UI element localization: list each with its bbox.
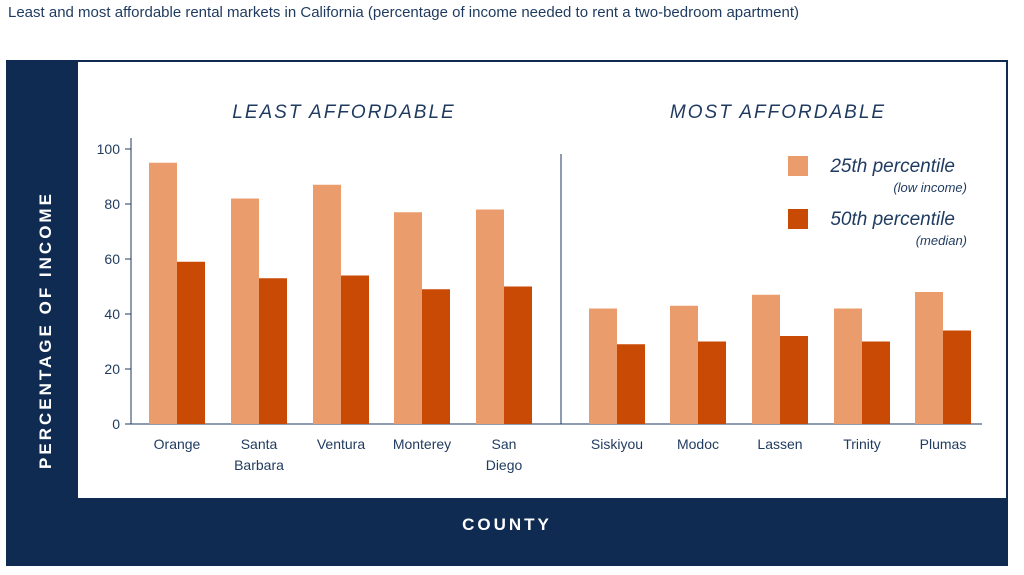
panel-title: MOST AFFORDABLE [670,102,886,123]
y-tick-label: 20 [104,361,120,377]
legend-swatch [788,156,808,176]
bar-p25 [915,292,943,424]
y-tick-label: 40 [104,306,120,322]
legend-label: 25th percentile [829,156,955,177]
x-category-label: Lassen [757,436,802,452]
bar-p25 [231,198,259,424]
y-tick-label: 80 [104,196,120,212]
bar-p25 [149,162,177,424]
bar-p25 [670,305,698,424]
bar-p25 [313,184,341,424]
legend-label: 50th percentile [830,209,955,230]
y-tick-label: 100 [97,141,121,157]
x-category-label: San [492,436,517,452]
bar-p25 [752,294,780,424]
chart-title: Least and most affordable rental markets… [8,4,799,21]
bar-p50 [862,341,890,424]
bar-p25 [394,212,422,424]
bar-p50 [617,344,645,424]
panel-title: LEAST AFFORDABLE [232,102,455,123]
bar-p25 [834,308,862,424]
x-category-label: Trinity [843,436,881,452]
bar-p50 [259,278,287,424]
bar-p50 [698,341,726,424]
bar-p50 [504,286,532,424]
y-tick-label: 60 [104,251,120,267]
x-category-label: Siskiyou [591,436,643,452]
x-category-label: Plumas [920,436,967,452]
bar-p50 [943,330,971,424]
bar-p50 [177,261,205,424]
x-axis-label: COUNTY [462,515,552,534]
x-category-label: Modoc [677,436,719,452]
y-tick-label: 0 [112,416,120,432]
x-category-label: Santa [241,436,278,452]
x-category-label: Monterey [393,436,451,452]
bar-p50 [341,275,369,424]
legend-note: (median) [916,233,967,248]
bar-p25 [476,209,504,424]
x-category-label: Barbara [234,457,284,473]
x-category-label: Ventura [317,436,365,452]
bar-p50 [780,336,808,424]
bar-p25 [589,308,617,424]
legend-swatch [788,209,808,229]
x-category-label: Orange [154,436,201,452]
x-category-label: Diego [486,457,523,473]
bar-p50 [422,289,450,424]
legend-note: (low income) [893,180,967,195]
